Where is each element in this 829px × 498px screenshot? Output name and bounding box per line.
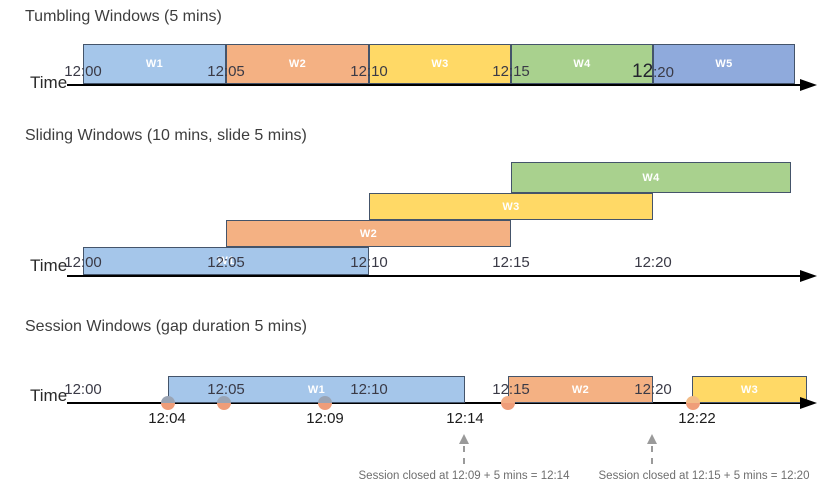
session-tick-12-00: 12:00 — [64, 381, 102, 398]
tumbling-tick-12-20: 12:20 — [632, 62, 674, 82]
sliding-tick-12-15: 12:15 — [492, 254, 530, 271]
session-tick-12-10: 12:10 — [350, 381, 388, 398]
sliding-tick-12-00: 12:00 — [64, 254, 102, 271]
session-time-label: Time — [30, 386, 68, 405]
session-axis-arrowhead-icon — [800, 397, 817, 409]
event-label-12-04: 12:04 — [148, 410, 186, 427]
event-dot-12-04 — [161, 396, 175, 410]
window-label: W3 — [502, 200, 520, 213]
window-label: W4 — [573, 58, 591, 70]
window-label: W2 — [288, 58, 307, 70]
up-arrow-icon — [647, 434, 657, 444]
up-arrow-stem — [651, 446, 653, 464]
tick-minute-part: :20 — [653, 64, 674, 81]
session-window-w3: W3 — [692, 376, 807, 403]
sliding-time-label: Time — [30, 256, 68, 275]
tumbling-tick-12-05: 12:05 — [207, 63, 245, 80]
tumbling-axis-arrowhead-icon — [800, 79, 817, 91]
tumbling-tick-12-10: 12:10 — [350, 63, 388, 80]
window-label: W1 — [307, 383, 326, 396]
up-arrow-icon — [459, 434, 469, 444]
event-label-12-14: 12:14 — [446, 410, 484, 427]
sliding-title: Sliding Windows (10 mins, slide 5 mins) — [25, 127, 307, 144]
tumbling-window-w2: W2 — [226, 44, 369, 84]
session-tick-12-05: 12:05 — [207, 381, 245, 398]
window-label: W3 — [431, 58, 449, 70]
event-dot-12-22 — [686, 396, 700, 410]
session-tick-12-20: 12:20 — [634, 381, 672, 398]
sliding-axis-arrowhead-icon — [800, 270, 817, 282]
sliding-tick-12-05: 12:05 — [207, 254, 245, 271]
sliding-window-w4: W4 — [511, 162, 791, 193]
window-label: W4 — [642, 171, 660, 184]
window-label: W2 — [571, 383, 590, 396]
event-dot-12-09 — [318, 396, 332, 410]
session-closed-note-2: Session closed at 12:15 + 5 mins = 12:20 — [598, 470, 810, 482]
tumbling-title: Tumbling Windows (5 mins) — [25, 8, 222, 25]
session-tick-12-15: 12:15 — [492, 381, 530, 398]
window-label: W1 — [217, 255, 235, 267]
tick-hour-part: 12 — [632, 61, 654, 82]
session-closed-note-1: Session closed at 12:09 + 5 mins = 12:14 — [358, 470, 570, 482]
session-title: Session Windows (gap duration 5 mins) — [25, 318, 307, 335]
tumbling-window-w3: W3 — [369, 44, 511, 84]
tumbling-window-w4: W4 — [511, 44, 653, 84]
session-time-axis — [67, 402, 801, 404]
sliding-window-w3: W3 — [369, 193, 653, 220]
tumbling-time-axis — [67, 84, 801, 86]
sliding-window-w1: W1 — [83, 247, 369, 275]
tumbling-window-w5: W5 — [653, 44, 795, 84]
sliding-time-axis — [67, 275, 801, 277]
event-label-12-22: 12:22 — [678, 410, 716, 427]
sliding-tick-12-20: 12:20 — [634, 254, 672, 271]
tumbling-time-label: Time — [30, 73, 68, 92]
tumbling-tick-12-00: 12:00 — [64, 63, 102, 80]
window-label: W5 — [715, 58, 733, 70]
window-label: W2 — [359, 227, 378, 240]
sliding-tick-12-10: 12:10 — [350, 254, 388, 271]
session-window-w2: W2 — [508, 376, 653, 403]
event-dot — [217, 396, 231, 410]
window-label: W3 — [740, 383, 759, 396]
tumbling-tick-12-15: 12:15 — [492, 63, 530, 80]
window-label: W1 — [145, 58, 164, 70]
sliding-window-w2: W2 — [226, 220, 511, 247]
event-dot-12-15 — [501, 396, 515, 410]
tumbling-window-w1: W1 — [83, 44, 226, 84]
event-label-12-09: 12:09 — [306, 410, 344, 427]
up-arrow-stem — [463, 446, 465, 464]
